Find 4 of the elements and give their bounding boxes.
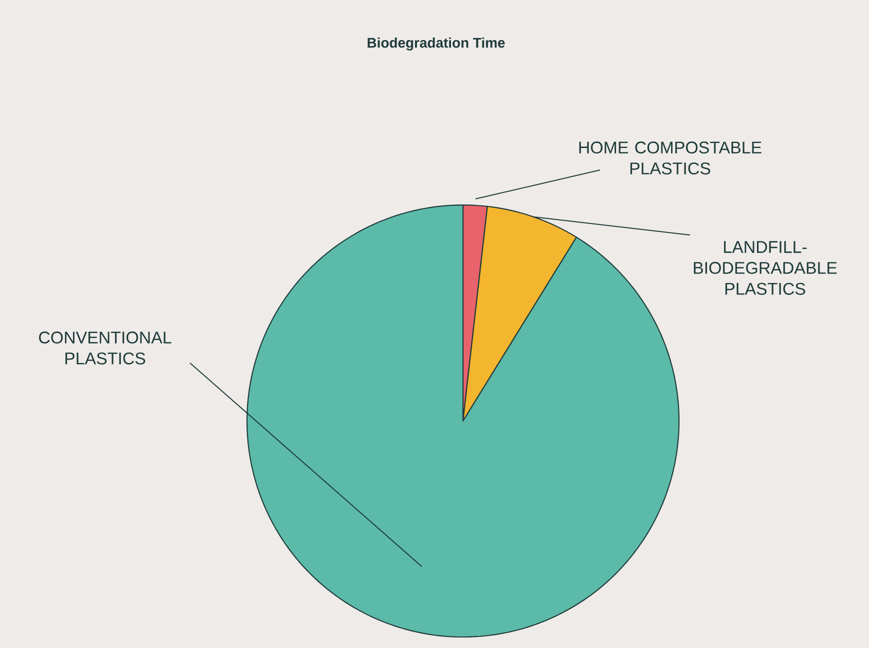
slice-label: LANDFILL-BIODEGRADABLE PLASTICS [694, 241, 837, 295]
slice-label: HOME COMPOSTABLE PLASTICS [579, 142, 762, 174]
chart-title: Biodegradation Time [368, 37, 505, 51]
slice-label: CONVENTIONAL PLASTICS [39, 332, 172, 364]
